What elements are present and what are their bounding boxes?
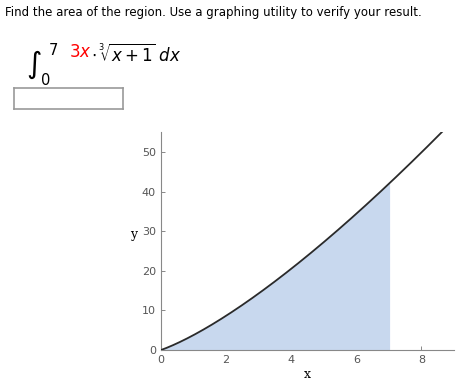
Text: $\int_0^{\;7}$: $\int_0^{\;7}$ (26, 41, 58, 88)
Text: $\cdot\,\sqrt[3]{x+1}\;dx$: $\cdot\,\sqrt[3]{x+1}\;dx$ (91, 44, 181, 66)
Text: $3x$: $3x$ (69, 44, 91, 61)
X-axis label: x: x (304, 368, 311, 381)
Text: Find the area of the region. Use a graphing utility to verify your result.: Find the area of the region. Use a graph… (5, 6, 421, 19)
Y-axis label: y: y (130, 228, 137, 241)
